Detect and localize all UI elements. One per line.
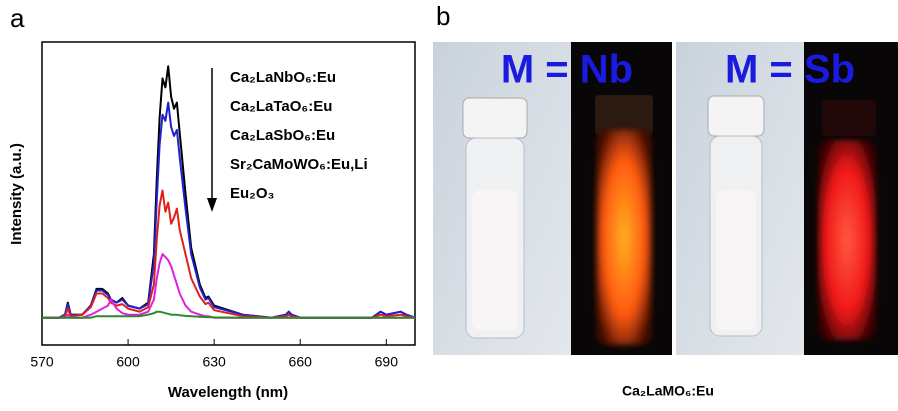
photo-label: M = Nb xyxy=(501,48,633,92)
legend-label: Ca₂LaNbO₆:Eu xyxy=(230,69,336,86)
panel-label: b xyxy=(436,1,450,31)
x-tick-label: 690 xyxy=(375,354,399,370)
legend-label: Ca₂LaSbO₆:Eu xyxy=(230,127,335,144)
legend-label: Ca₂LaTaO₆:Eu xyxy=(230,98,332,115)
x-tick-label: 570 xyxy=(30,354,54,370)
series-line xyxy=(42,191,415,318)
x-tick-label: 600 xyxy=(116,354,140,370)
legend-label: Sr₂CaMoWO₆:Eu,Li xyxy=(230,156,368,173)
series-line xyxy=(42,66,415,318)
legend-label: Eu₂O₃ xyxy=(230,185,275,202)
series-line xyxy=(42,103,415,318)
x-axis-title: Wavelength (nm) xyxy=(168,384,288,401)
plot: 570 600 630 660 690 Ca₂LaNbO₆:Eu Ca₂LaTaO₆:Eu C… xyxy=(30,66,415,370)
y-axis-title: Intensity (a.u.) xyxy=(8,143,25,245)
caption: Ca₂LaMO₆:Eu xyxy=(622,383,714,399)
x-tick-label: 630 xyxy=(202,354,226,370)
photo-label: M = Sb xyxy=(725,48,855,92)
series-line xyxy=(42,254,415,318)
legend-arrowhead xyxy=(207,198,217,212)
x-tick-label: 660 xyxy=(289,354,313,370)
figure: a Wavelength (nm) Intensity (a.u.) 570 60… xyxy=(0,0,898,406)
panel-label: a xyxy=(10,3,25,33)
plot-frame xyxy=(42,42,415,345)
